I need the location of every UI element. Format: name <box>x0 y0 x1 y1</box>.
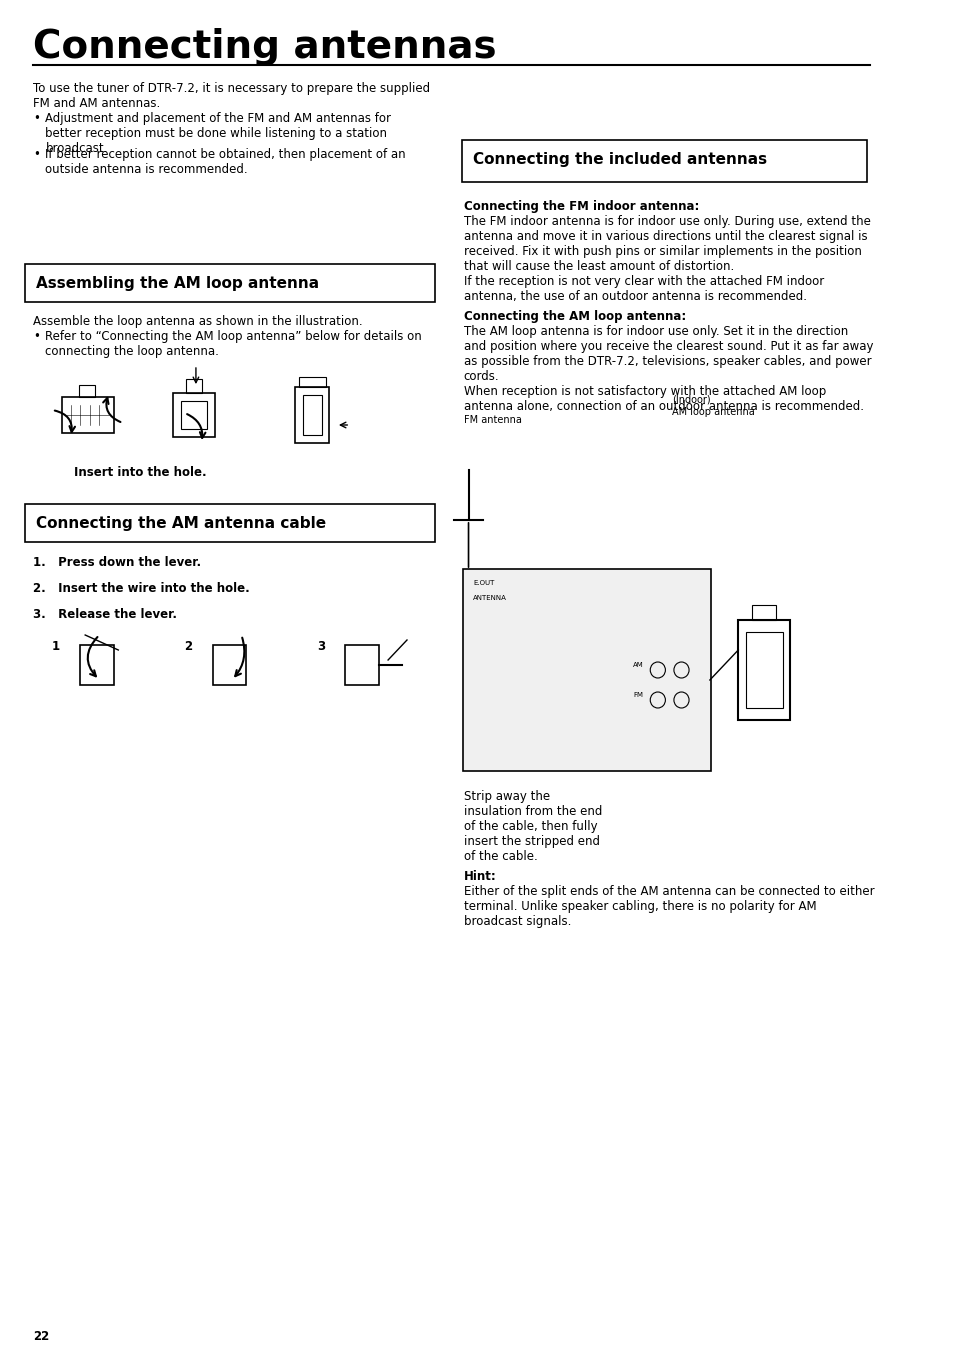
Text: The AM loop antenna is for indoor use only. Set it in the direction
and position: The AM loop antenna is for indoor use on… <box>463 326 872 413</box>
FancyBboxPatch shape <box>461 141 866 182</box>
Text: 22: 22 <box>33 1329 50 1343</box>
Text: Assembling the AM loop antenna: Assembling the AM loop antenna <box>36 276 318 290</box>
Text: Either of the split ends of the AM antenna can be connected to either
terminal. : Either of the split ends of the AM anten… <box>463 885 874 928</box>
Text: 3: 3 <box>316 640 325 653</box>
Text: Assemble the loop antenna as shown in the illustration.: Assemble the loop antenna as shown in th… <box>33 315 362 328</box>
Text: Insert into the hole.: Insert into the hole. <box>73 466 206 480</box>
Text: 2.   Insert the wire into the hole.: 2. Insert the wire into the hole. <box>33 582 250 594</box>
Text: Refer to “Connecting the AM loop antenna” below for details on
connecting the lo: Refer to “Connecting the AM loop antenna… <box>46 330 422 358</box>
Text: The FM indoor antenna is for indoor use only. During use, extend the
antenna and: The FM indoor antenna is for indoor use … <box>463 215 870 303</box>
Text: Connecting the AM loop antenna:: Connecting the AM loop antenna: <box>463 309 685 323</box>
Text: •: • <box>33 330 40 343</box>
Text: Strip away the
insulation from the end
of the cable, then fully
insert the strip: Strip away the insulation from the end o… <box>463 790 601 863</box>
FancyBboxPatch shape <box>25 263 435 303</box>
Text: 1.   Press down the lever.: 1. Press down the lever. <box>33 557 201 569</box>
Text: E.OUT: E.OUT <box>473 580 494 586</box>
Text: AM: AM <box>632 662 643 667</box>
Text: To use the tuner of DTR-7.2, it is necessary to prepare the supplied
FM and AM a: To use the tuner of DTR-7.2, it is neces… <box>33 82 430 109</box>
Text: If better reception cannot be obtained, then placement of an
outside antenna is : If better reception cannot be obtained, … <box>46 149 406 176</box>
Text: Hint:: Hint: <box>463 870 496 884</box>
Text: (Indoor)
AM loop antenna: (Indoor) AM loop antenna <box>671 394 754 416</box>
Text: 2: 2 <box>184 640 193 653</box>
Text: Connecting the FM indoor antenna:: Connecting the FM indoor antenna: <box>463 200 699 213</box>
Text: 3.   Release the lever.: 3. Release the lever. <box>33 608 177 621</box>
Text: FM: FM <box>633 692 643 698</box>
Text: •: • <box>33 112 40 126</box>
Text: Connecting antennas: Connecting antennas <box>33 28 497 66</box>
Text: 1: 1 <box>52 640 60 653</box>
FancyBboxPatch shape <box>25 504 435 542</box>
Text: Connecting the included antennas: Connecting the included antennas <box>473 153 766 168</box>
Text: FM antenna: FM antenna <box>463 415 521 426</box>
Text: •: • <box>33 149 40 161</box>
FancyBboxPatch shape <box>462 569 710 771</box>
Text: ANTENNA: ANTENNA <box>473 594 507 601</box>
Text: Connecting the AM antenna cable: Connecting the AM antenna cable <box>36 516 326 531</box>
Text: Adjustment and placement of the FM and AM antennas for
better reception must be : Adjustment and placement of the FM and A… <box>46 112 391 155</box>
